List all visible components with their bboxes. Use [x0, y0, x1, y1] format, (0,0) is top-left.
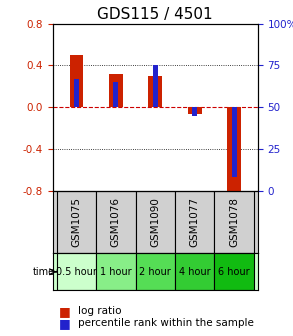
Text: GSM1075: GSM1075	[71, 197, 81, 247]
Bar	[214, 253, 254, 290]
Bar	[69, 55, 83, 107]
Text: ■: ■	[59, 305, 70, 318]
Text: GSM1077: GSM1077	[190, 197, 200, 247]
Text: GSM1078: GSM1078	[229, 197, 239, 247]
Text: 4 hour: 4 hour	[179, 267, 211, 277]
Bar	[96, 253, 136, 290]
Bar	[214, 191, 254, 253]
Bar	[96, 191, 136, 253]
Bar	[175, 191, 214, 253]
Bar	[57, 191, 96, 253]
Text: time: time	[33, 267, 55, 277]
Text: log ratio: log ratio	[78, 306, 121, 317]
Text: 0.5 hour: 0.5 hour	[56, 267, 97, 277]
Title: GDS115 / 4501: GDS115 / 4501	[98, 7, 213, 23]
Bar	[232, 107, 236, 177]
Bar	[74, 79, 79, 107]
Bar	[227, 107, 241, 193]
Text: 6 hour: 6 hour	[218, 267, 250, 277]
Text: GSM1090: GSM1090	[150, 197, 160, 247]
Text: 2 hour: 2 hour	[139, 267, 171, 277]
Bar	[57, 253, 96, 290]
Bar	[175, 253, 214, 290]
Bar	[109, 74, 123, 107]
Bar	[188, 107, 202, 115]
Bar	[148, 76, 162, 107]
Bar	[136, 191, 175, 253]
Text: percentile rank within the sample: percentile rank within the sample	[78, 318, 253, 328]
Bar	[193, 107, 197, 116]
Bar	[136, 253, 175, 290]
Bar	[153, 65, 158, 107]
Text: 1 hour: 1 hour	[100, 267, 132, 277]
Text: GSM1076: GSM1076	[111, 197, 121, 247]
Bar	[113, 82, 118, 107]
Text: ■: ■	[59, 317, 70, 330]
